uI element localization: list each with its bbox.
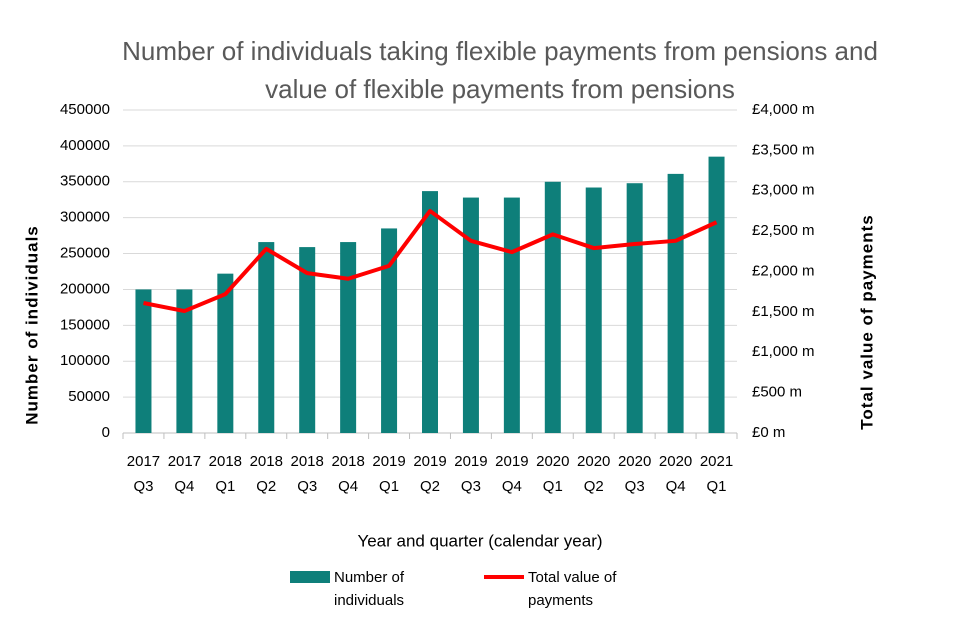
legend-label: Number of individuals — [334, 569, 405, 609]
y-tick-label: 50000 — [68, 388, 110, 405]
x-tick-label: 2020 — [659, 453, 692, 470]
bar — [340, 242, 357, 433]
bar — [708, 156, 725, 433]
bar — [626, 183, 643, 433]
bar — [217, 273, 234, 433]
y2-tick-label: £1,000 m — [752, 343, 815, 360]
x-tick-label: 2017 — [168, 453, 201, 470]
x-tick-label: 2018 — [209, 453, 242, 470]
x-tick-label: 2020 — [618, 453, 651, 470]
x-tick-label: 2021 — [700, 453, 733, 470]
x-tick-label: 2020 — [536, 453, 569, 470]
y-tick-label: 0 — [102, 424, 110, 441]
x-tick-label: Q2 — [256, 478, 276, 495]
line — [143, 208, 718, 314]
x-tick-label: 2019 — [372, 453, 405, 470]
y-tick-label: 400000 — [60, 137, 110, 154]
x-tick-label: Q3 — [625, 478, 645, 495]
y2-tick-label: £500 m — [752, 384, 802, 401]
bar — [667, 173, 684, 434]
bar — [176, 289, 193, 433]
x-tick-label: 2019 — [413, 453, 446, 470]
bar — [299, 247, 316, 433]
x-tick-label: 2019 — [495, 453, 528, 470]
x-tick-label: Q2 — [584, 478, 604, 495]
bar — [585, 187, 602, 433]
x-tick-label: 2018 — [291, 453, 324, 470]
bar — [381, 228, 398, 433]
x-tick-label: 2017 — [127, 453, 160, 470]
bar — [135, 289, 152, 433]
x-tick-label: Q3 — [297, 478, 317, 495]
y2-tick-label: £2,500 m — [752, 222, 815, 239]
x-tick-label: Q1 — [379, 478, 399, 495]
x-tick-label: Q1 — [215, 478, 235, 495]
x-tick-label: Q1 — [707, 478, 727, 495]
bar — [503, 197, 520, 433]
legend: Number of individuals Total value of paym… — [290, 566, 618, 612]
y2-tick-label: £3,500 m — [752, 141, 815, 158]
x-axis-title: Year and quarter (calendar year) — [357, 531, 602, 550]
legend-key — [484, 575, 524, 579]
y-tick-label: 350000 — [60, 173, 110, 190]
x-tick-label: 2018 — [331, 453, 364, 470]
y2-tick-label: £2,000 m — [752, 262, 815, 279]
chart-title: Number of individuals taking flexible pa… — [122, 36, 878, 104]
x-tick-label: Q4 — [338, 478, 358, 495]
x-tick-label: Q1 — [543, 478, 563, 495]
legend-key — [290, 571, 330, 583]
x-tick-label: 2020 — [577, 453, 610, 470]
y2-tick-label: £3,000 m — [752, 182, 815, 199]
x-tick-label: Q4 — [502, 478, 522, 495]
legend-label: Total value of payments — [528, 569, 617, 609]
bar — [462, 197, 479, 433]
y2-axis-title: Total value of payments — [857, 214, 876, 429]
legend-item: Number of individuals — [290, 566, 424, 612]
x-tick-label: Q2 — [420, 478, 440, 495]
y2-tick-label: £1,500 m — [752, 303, 815, 320]
y-axis-title: Number of individuals — [22, 225, 41, 425]
legend-item: Total value of payments — [484, 566, 618, 612]
y2-tick-label: £0 m — [752, 424, 785, 441]
x-tick-label: 2018 — [250, 453, 283, 470]
x-tick-label: Q4 — [666, 478, 686, 495]
x-tick-label: Q4 — [174, 478, 194, 495]
y-tick-label: 450000 — [60, 101, 110, 118]
bar — [544, 181, 561, 433]
x-tick-label: 2019 — [454, 453, 487, 470]
bar — [422, 191, 438, 433]
y2-tick-label: £4,000 m — [752, 101, 815, 118]
y-tick-label: 100000 — [60, 352, 110, 369]
y-tick-label: 150000 — [60, 316, 110, 333]
bar — [258, 242, 275, 433]
y-tick-label: 250000 — [60, 245, 110, 262]
x-tick-label: Q3 — [133, 478, 153, 495]
y-tick-label: 300000 — [60, 209, 110, 226]
x-tick-label: Q3 — [461, 478, 481, 495]
y-tick-label: 200000 — [60, 280, 110, 297]
